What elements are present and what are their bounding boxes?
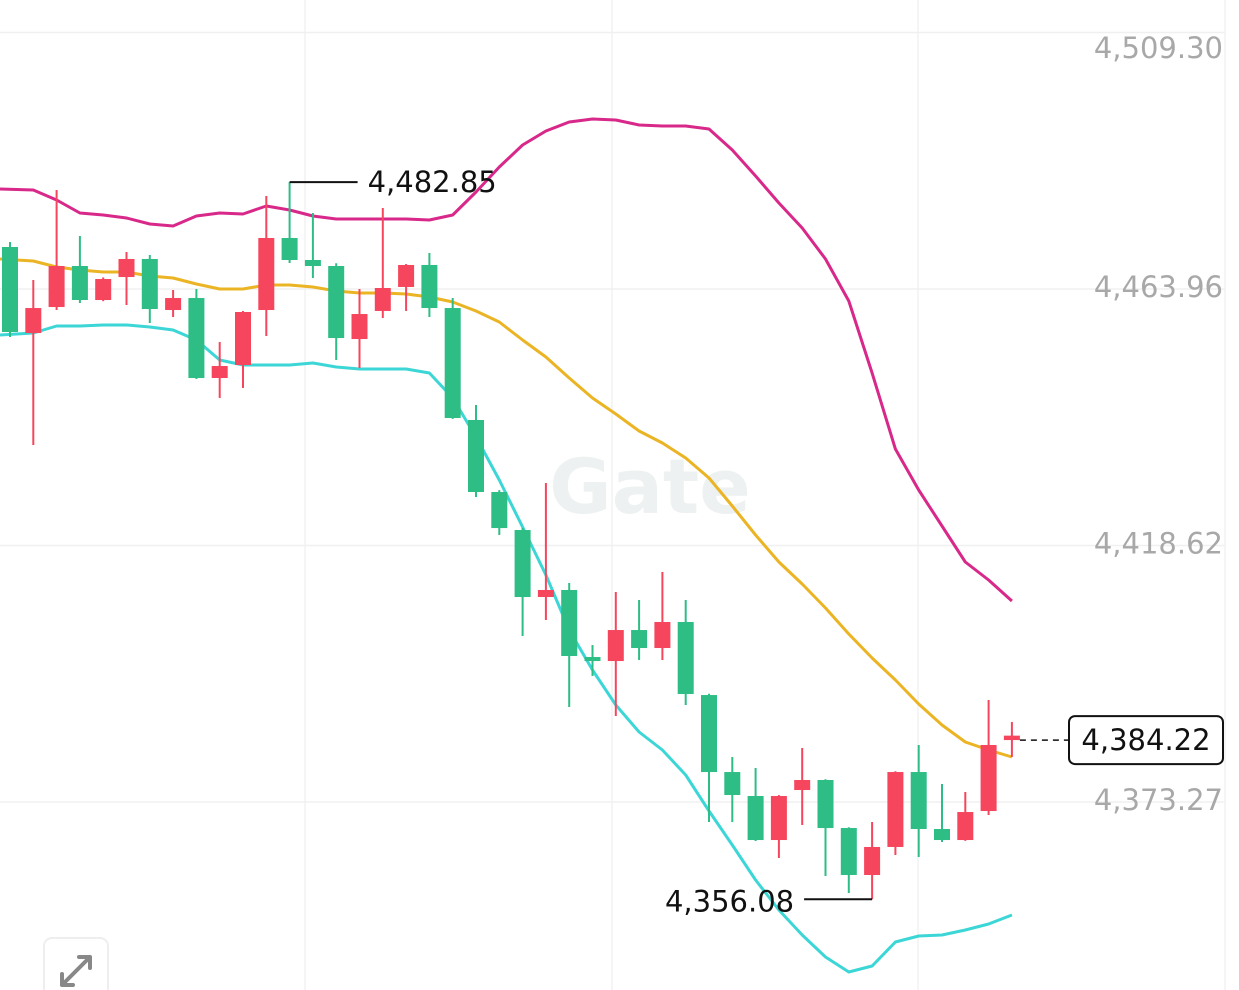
expand-button-bg[interactable]: [43, 937, 109, 990]
candle-body: [258, 237, 275, 311]
candle-body: [281, 237, 298, 261]
candle-body: [421, 264, 438, 309]
band-line: [0, 323, 1013, 974]
candle-body: [304, 260, 321, 266]
min-marker-label: 4,356.08: [665, 884, 794, 918]
candle-body: [468, 419, 484, 493]
y-tick-label: 4,373.27: [1094, 783, 1223, 817]
expand-icon[interactable]: [60, 955, 92, 987]
band-line: [0, 117, 1013, 603]
candle-body: [514, 530, 531, 597]
candle-body: [747, 796, 764, 841]
candle-body: [631, 630, 648, 649]
candle-body: [537, 589, 554, 597]
plot: 4,509.30 4,463.96 4,418.62 4,373.27 4,482.85…: [0, 31, 1225, 974]
candle-body: [561, 589, 578, 657]
candle-body: [957, 812, 974, 841]
candle-body: [817, 780, 834, 829]
candle-body: [165, 298, 182, 311]
candle-body: [864, 846, 881, 875]
candle-body: [444, 308, 461, 419]
candle-body: [910, 772, 927, 829]
candle-body: [491, 492, 508, 529]
y-tick-label: 4,509.30: [1094, 31, 1223, 65]
candle-body: [95, 279, 112, 300]
candle-body: [980, 744, 997, 812]
candle-body: [584, 657, 601, 662]
candle-body: [374, 288, 391, 311]
last-price-badge: [1068, 715, 1224, 766]
candle-body: [840, 828, 857, 875]
candle-body: [607, 630, 624, 662]
candle-body: [794, 780, 811, 791]
candle-body: [118, 258, 135, 278]
candle-body: [188, 298, 205, 379]
candle-body: [934, 828, 950, 841]
candle-body: [235, 311, 251, 365]
candle-body: [398, 264, 415, 287]
watermark: Gate: [549, 442, 751, 531]
candle-body: [2, 246, 18, 333]
candle-body: [887, 772, 904, 847]
candle-body: [328, 265, 345, 339]
candle-body: [48, 265, 65, 308]
y-tick-label: 4,418.62: [1094, 526, 1223, 560]
max-marker-label: 4,482.85: [368, 165, 497, 199]
candle-body: [25, 308, 42, 334]
candle-body: [677, 622, 694, 695]
band-line: [0, 257, 1013, 759]
last-price-label: 4,384.22: [1081, 723, 1210, 757]
expand-button[interactable]: [43, 937, 109, 990]
candle-body: [1003, 735, 1020, 741]
candle-body: [71, 265, 88, 300]
candle-body: [724, 772, 741, 795]
candle-body: [351, 314, 368, 340]
candle-body: [141, 258, 158, 309]
candle-body: [654, 622, 671, 649]
candle-body: [770, 796, 787, 841]
y-tick-label: 4,463.96: [1094, 270, 1223, 304]
candle-body: [211, 366, 228, 379]
candle-body: [701, 695, 717, 773]
